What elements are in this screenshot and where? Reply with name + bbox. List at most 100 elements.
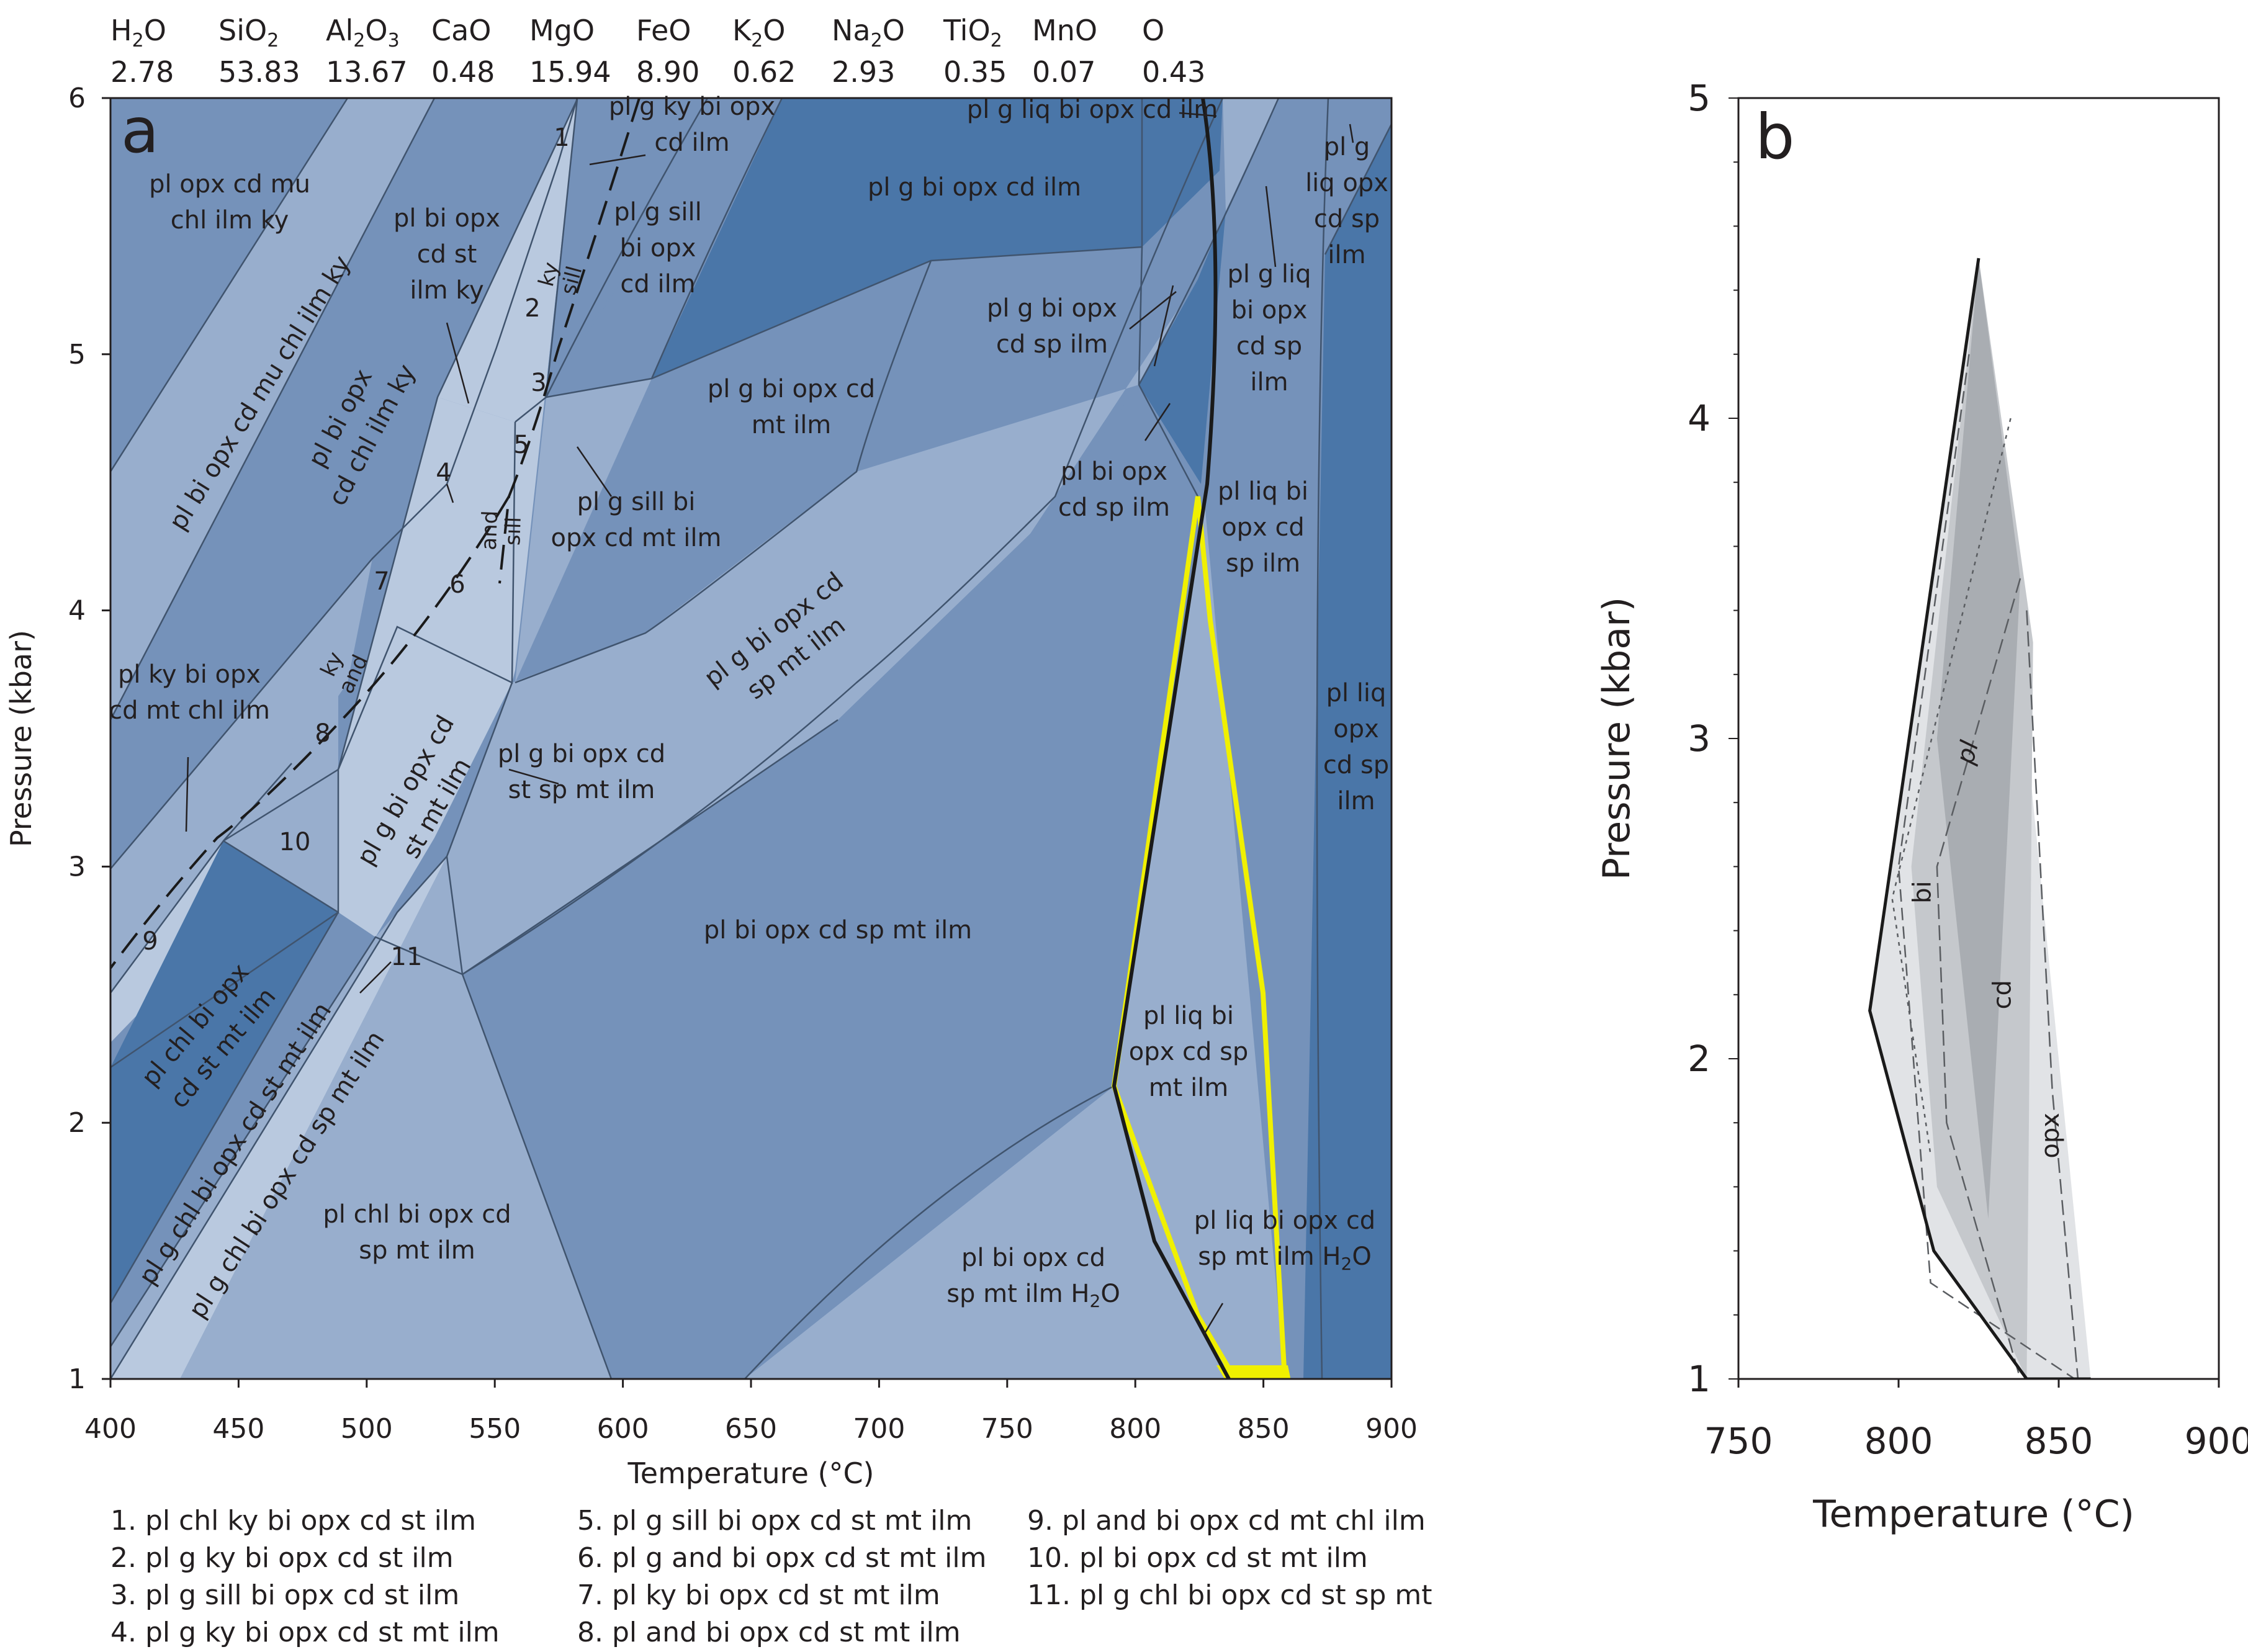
field-label-line: pl liq bi opx cd — [1194, 1206, 1375, 1235]
x-tick-label: 450 — [212, 1413, 264, 1445]
mineral-label: opx — [2036, 1113, 2065, 1159]
field-dark-chl-bi — [110, 841, 338, 1303]
legend-item: 11. pl g chl bi opx cd st sp mt — [1027, 1579, 1432, 1611]
field-label: pl g sill bi opx cd ilm — [614, 198, 702, 299]
legend-item: 6. pl g and bi opx cd st mt ilm — [577, 1542, 986, 1574]
panel-b-axes: 750 800 850 900 1 2 3 4 5 — [1688, 77, 2248, 1462]
field-label-line: opx cd — [1221, 513, 1305, 542]
field-label-line: pl g sill — [614, 198, 702, 227]
oxide-name: MgO — [529, 14, 595, 47]
field-number: 4 — [436, 459, 451, 487]
leader-lines — [185, 112, 1354, 1335]
mineral-label: bi — [1909, 881, 1937, 904]
field-label-line: pl g liq bi opx cd ilm — [967, 96, 1218, 124]
series-opx — [2026, 610, 2079, 1379]
oxide-name: FeO — [636, 14, 691, 47]
field-g-liq-opx-cd-sp — [1325, 98, 1392, 254]
field-10 — [223, 770, 338, 912]
field-g-sill-bi-opx — [546, 98, 782, 397]
field-label-line: pl liq bi — [1218, 477, 1308, 506]
legend-item: 5. pl g sill bi opx cd st mt ilm — [577, 1505, 972, 1537]
x-tick-label: 750 — [1704, 1420, 1773, 1462]
reaction-label-line: sill — [500, 516, 526, 545]
series-cd — [1936, 578, 2021, 1379]
field-label-line: cd ilm — [620, 270, 695, 299]
field-label: pl g sill bi opx cd mt ilm — [551, 488, 722, 552]
panel-b-xlabel: Temperature (°C) — [1812, 1493, 2134, 1536]
legend-item: 1. pl chl ky bi opx cd st ilm — [110, 1505, 476, 1537]
field-label-line: ilm — [1337, 787, 1375, 815]
oxide-value: 0.48 — [431, 55, 495, 89]
field-label: pl bi opx cd sp mt ilm — [704, 916, 972, 945]
y-tick-label: 4 — [1688, 397, 1711, 439]
oxide-value: 13.67 — [326, 55, 408, 89]
field-label-line: liq opx — [1305, 169, 1388, 197]
field-bi-opx-cd-sp-mt-h2o — [745, 1086, 1229, 1379]
y-tick-label: 1 — [68, 1363, 86, 1395]
field-number: 8 — [315, 719, 330, 748]
oxide-value: 0.07 — [1032, 55, 1095, 89]
field-label-line: cd sp ilm — [996, 330, 1108, 359]
field-number: 7 — [374, 567, 389, 596]
field-label-line: ilm ky — [410, 276, 483, 305]
field-label-line: st sp mt ilm — [508, 776, 655, 804]
field-label: pl bi opx cd sp ilm — [1058, 457, 1170, 522]
x-tick-label: 750 — [981, 1413, 1033, 1445]
field-liq-opx-cd-sp — [1303, 124, 1392, 1379]
oxide-value: 15.94 — [529, 55, 611, 89]
field-label-line: pl bi opx — [393, 204, 500, 233]
legend-item: 10. pl bi opx cd st mt ilm — [1027, 1542, 1368, 1574]
field-label: pl g liq opx cd sp ilm — [1305, 133, 1388, 269]
y-tick-label: 3 — [1688, 717, 1711, 760]
field-label: pl g bi opx cd sp ilm — [987, 294, 1117, 359]
y-tick-label: 2 — [1688, 1038, 1711, 1080]
y-tick-label: 5 — [1688, 77, 1711, 119]
field-number: 5 — [513, 431, 529, 459]
field-label: pl ky bi opx cd mt chl ilm — [109, 660, 270, 725]
field-label-line: sp mt ilm H2O — [946, 1280, 1120, 1311]
oxide-value: 2.78 — [110, 55, 174, 89]
field-label-line: opx cd mt ilm — [551, 524, 722, 552]
overlap-field-dark — [1936, 258, 2021, 1219]
panel-a-letter: a — [121, 94, 159, 167]
oxide-name: SiO2 — [218, 14, 279, 52]
field-dark-sp — [1139, 211, 1226, 484]
field-label: pl liq bi opx cd sp ilm — [1218, 477, 1308, 578]
field-label: pl liq bi opx cd sp mt ilm — [1129, 1002, 1249, 1102]
field-label: pl chl bi opx cd sp mt ilm — [323, 1200, 511, 1265]
panel-a-axes: 400 450 500 550 600 650 700 750 800 850 900 1 2 3 4 5 6 — [68, 83, 1418, 1445]
field-label-line: pl ky bi opx — [118, 660, 261, 689]
field-label-line: pl liq — [1326, 679, 1387, 707]
x-tick-label: 800 — [1864, 1420, 1933, 1462]
y-tick-label: 4 — [68, 595, 86, 627]
field-bi-opx-cd-chl — [110, 98, 577, 869]
oxide-name: Al2O3 — [326, 14, 400, 52]
field-label: pl g liq bi opx cd ilm — [967, 96, 1218, 124]
field-label: pl liq bi opx cd sp mt ilm H2O — [1194, 1206, 1375, 1274]
field-number: 2 — [524, 294, 540, 323]
x-tick-label: 700 — [853, 1413, 905, 1445]
field-label-line: pl g sill bi — [577, 488, 696, 516]
field-label-line: pl g bi opx cd — [708, 375, 875, 403]
field-label-line: bi opx — [620, 234, 696, 263]
y-tick-label: 2 — [68, 1107, 86, 1139]
oxide-value: 8.90 — [636, 55, 699, 89]
field-label-line: sp mt ilm — [359, 1236, 475, 1265]
panel-b-ylabel: Pressure (kbar) — [1595, 597, 1639, 880]
panel-a-xlabel: Temperature (°C) — [627, 1457, 874, 1490]
field-g-bi-opx-cd-sp-ilm — [856, 220, 1226, 496]
field-label-line: cd sp — [1236, 332, 1302, 361]
x-tick-label: 900 — [1365, 1413, 1418, 1445]
x-tick-label: 600 — [597, 1413, 649, 1445]
field-label: pl liq opx cd sp ilm — [1323, 679, 1389, 815]
field-label: pl bi opx cd st ilm ky — [393, 204, 500, 305]
field-label-line: pl liq bi — [1143, 1002, 1234, 1030]
oxide-value: 0.43 — [1142, 55, 1205, 89]
oxide-name: H2O — [110, 14, 166, 52]
field-g-bi-opx-cd-sp-mt — [447, 279, 1198, 974]
x-tick-label: 850 — [1238, 1413, 1290, 1445]
